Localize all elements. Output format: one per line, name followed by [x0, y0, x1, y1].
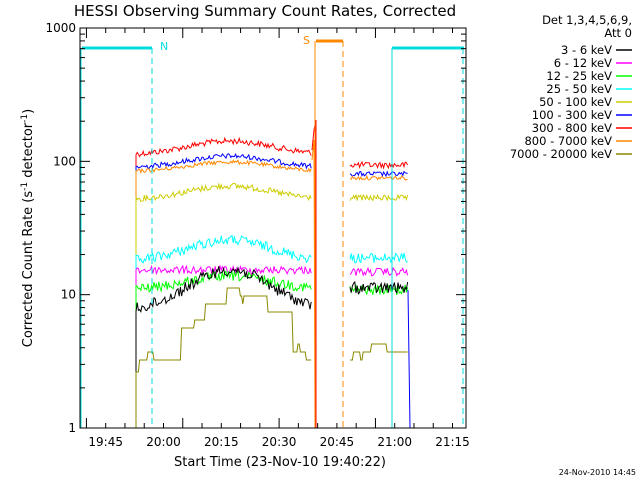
x-tick-label: 20:30 — [262, 435, 297, 449]
annotation-saa-label: S — [303, 34, 310, 47]
y-axis: 1 10 100 1000 — [45, 21, 466, 435]
y-axis-label-sup2: -1 — [20, 114, 30, 123]
y-tick-label: 100 — [53, 154, 76, 168]
legend-entry-label: 300 - 800 keV — [532, 121, 612, 135]
plot-frame — [79, 27, 467, 429]
series-line — [349, 193, 409, 202]
series-line — [135, 152, 312, 428]
legend-header-attenuator: Att 0 — [604, 26, 632, 40]
legend-entry-label: 12 - 25 keV — [546, 69, 612, 83]
series-line — [135, 159, 312, 428]
x-tick-label: 21:00 — [377, 435, 412, 449]
y-axis-label-end: ) — [21, 109, 36, 114]
series-line — [349, 266, 409, 277]
footer-timestamp: 24-Nov-2010 14:45 — [559, 468, 636, 477]
series-line — [135, 234, 312, 428]
x-tick-label: 20:15 — [204, 435, 239, 449]
legend-header-detectors: Det 1,3,4,5,6,9, — [542, 13, 632, 27]
series-line — [407, 289, 411, 429]
series-line — [135, 287, 312, 428]
series-line — [135, 264, 312, 428]
y-axis-label: Corrected Count Rate (s-1 detector-1) — [20, 109, 36, 347]
series-line — [349, 174, 408, 181]
legend-entry-label: 25 - 50 keV — [546, 82, 612, 96]
legend-entry-label: 100 - 300 keV — [532, 108, 612, 122]
x-tick-label: 20:00 — [146, 435, 181, 449]
series-line — [135, 182, 312, 428]
legend-entry-label: 800 - 7000 keV — [524, 134, 612, 148]
chart-title: HESSI Observing Summary Count Rates, Cor… — [74, 2, 456, 20]
x-axis: 19:45 20:00 20:15 20:30 20:45 21:00 21:15 — [85, 28, 470, 449]
series-line — [349, 170, 408, 178]
y-tick-label: 1 — [68, 421, 76, 435]
x-tick-label: 20:45 — [320, 435, 355, 449]
legend-entry-label: 50 - 100 keV — [539, 95, 612, 109]
y-axis-label-sup1: -1 — [20, 182, 30, 191]
x-tick-label: 21:15 — [435, 435, 470, 449]
legend-entry-label: 3 - 6 keV — [561, 43, 612, 57]
x-tick-label: 19:45 — [88, 435, 123, 449]
x-axis-label: Start Time (23-Nov-10 19:40:22) — [174, 455, 386, 470]
y-axis-label-mid: detector — [21, 122, 36, 182]
series-line — [349, 280, 409, 295]
series-line — [350, 343, 408, 361]
series-line — [135, 266, 312, 428]
legend-entry-label: 7000 - 20000 keV — [510, 147, 612, 161]
series-line — [349, 252, 408, 264]
legend-entry-label: 6 - 12 keV — [554, 56, 612, 70]
series-line — [349, 160, 409, 170]
series-line — [135, 136, 312, 428]
y-axis-label-main: Corrected Count Rate (s — [21, 191, 36, 348]
y-tick-label: 1000 — [45, 21, 76, 35]
y-tick-label: 10 — [61, 288, 76, 302]
annotation-night-label: N — [160, 40, 168, 53]
